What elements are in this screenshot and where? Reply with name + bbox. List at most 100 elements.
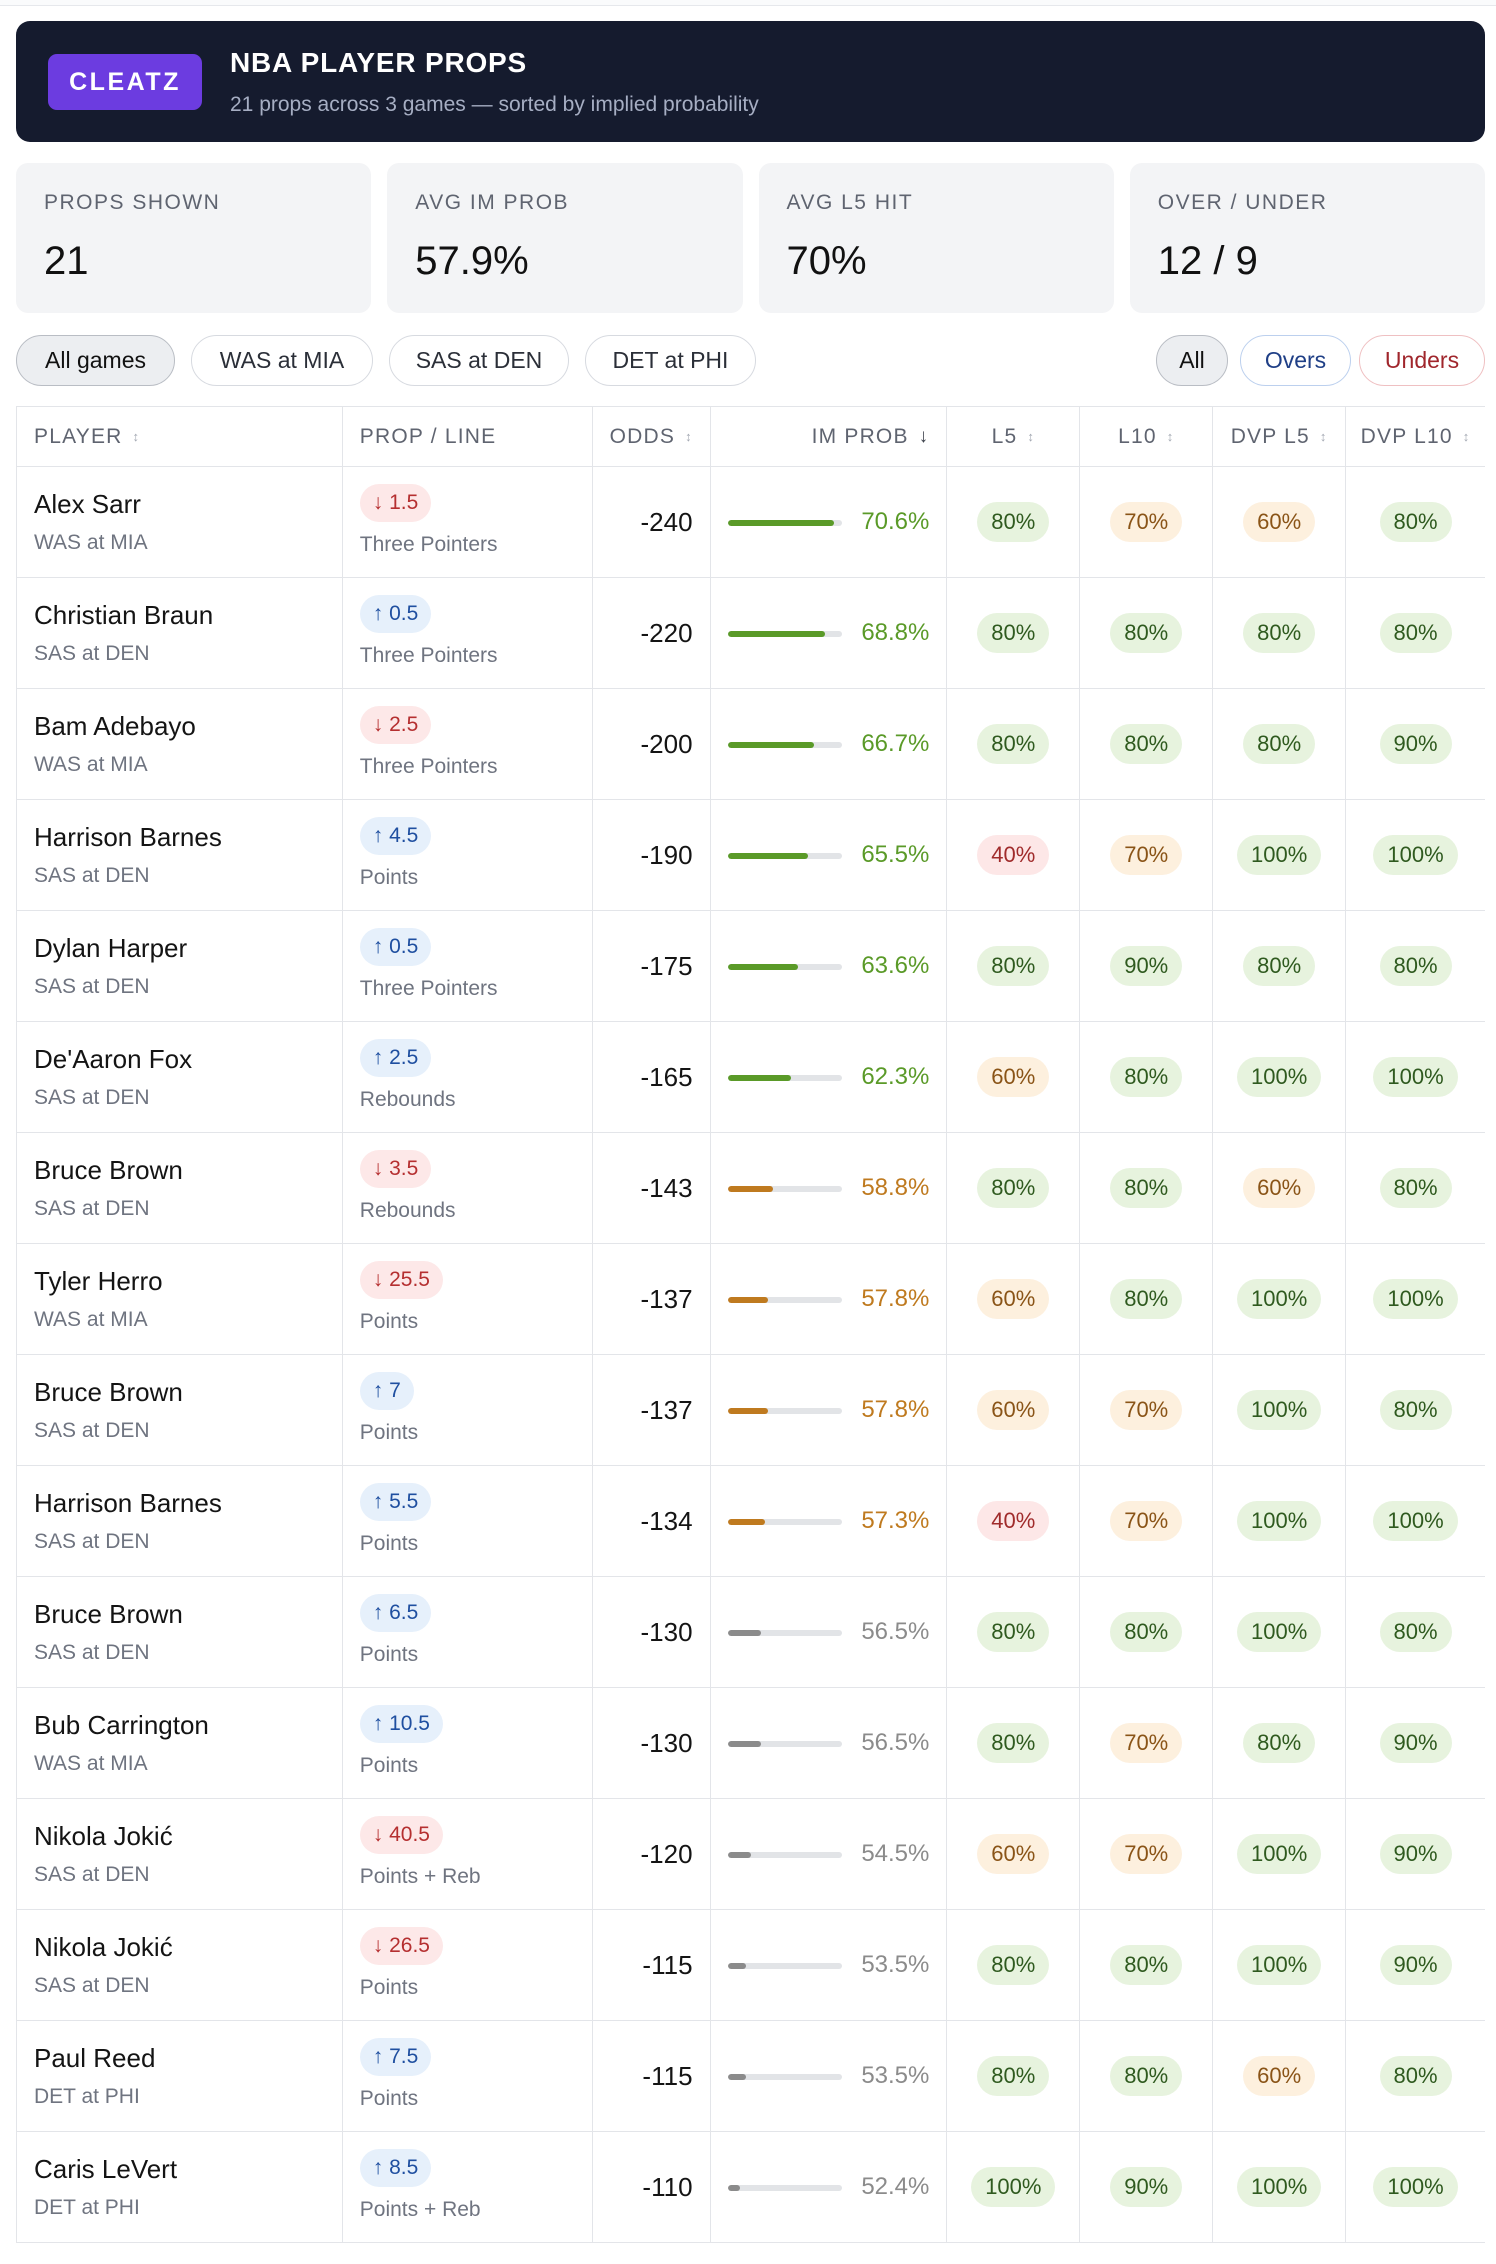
column-header-odds[interactable]: ODDS ↕ [593, 407, 711, 466]
l5-hit-pill: 60% [977, 1057, 1050, 1097]
page-title: NBA PLAYER PROPS [230, 47, 528, 78]
odds-cell: -115 [593, 1910, 711, 2020]
player-name[interactable]: Nikola Jokić [34, 1821, 173, 1851]
l5-hit-pill: 40% [977, 1501, 1050, 1541]
player-cell: Nikola Jokić SAS at DEN [17, 1799, 343, 1909]
dvp-l5-cell: 60% [1213, 467, 1347, 577]
l10-cell: 80% [1080, 1133, 1214, 1243]
player-name[interactable]: Bruce Brown [34, 1599, 183, 1629]
table-row[interactable]: Nikola Jokić SAS at DEN ↓ 26.5 Points -1… [17, 1910, 1485, 2021]
odds-cell: -137 [593, 1355, 711, 1465]
player-name[interactable]: Harrison Barnes [34, 822, 222, 852]
player-name[interactable]: Bam Adebayo [34, 711, 196, 741]
table-row[interactable]: Tyler Herro WAS at MIA ↓ 25.5 Points -13… [17, 1244, 1485, 1355]
dvp-l10-pill: 90% [1379, 1834, 1452, 1874]
dvp-l5-pill: 100% [1237, 1612, 1322, 1652]
column-header-l5[interactable]: L5 ↕ [947, 407, 1081, 466]
table-row[interactable]: Harrison Barnes SAS at DEN ↑ 5.5 Points … [17, 1466, 1485, 1577]
dvp-l10-pill: 100% [1373, 1501, 1458, 1541]
table-row[interactable]: Bruce Brown SAS at DEN ↑ 6.5 Points -130… [17, 1577, 1485, 1688]
table-row[interactable]: De'Aaron Fox SAS at DEN ↑ 2.5 Rebounds -… [17, 1022, 1485, 1133]
l5-cell: 40% [947, 1466, 1081, 1576]
prob-bar [727, 2185, 842, 2191]
table-row[interactable]: Bam Adebayo WAS at MIA ↓ 2.5 Three Point… [17, 689, 1485, 800]
player-cell: Tyler Herro WAS at MIA [17, 1244, 343, 1354]
prob-bar [727, 1741, 842, 1747]
player-name[interactable]: Tyler Herro [34, 1266, 163, 1296]
dvp-l5-cell: 80% [1213, 578, 1347, 688]
column-header-dvp-l5[interactable]: DVP L5 ↕ [1213, 407, 1347, 466]
table-row[interactable]: Bruce Brown SAS at DEN ↓ 3.5 Rebounds -1… [17, 1133, 1485, 1244]
filter-side-unders[interactable]: Unders [1359, 335, 1485, 386]
odds-cell: -175 [593, 911, 711, 1021]
player-name[interactable]: Paul Reed [34, 2043, 156, 2073]
odds-cell: -143 [593, 1133, 711, 1243]
table-row[interactable]: Bruce Brown SAS at DEN ↑ 7 Points -137 5… [17, 1355, 1485, 1466]
column-header-im-prob[interactable]: IM PROB ↓ [711, 407, 948, 466]
odds-value: -143 [640, 1172, 693, 1203]
stat-value: 12 / 9 [1157, 239, 1258, 283]
column-header-l10[interactable]: L10 ↕ [1080, 407, 1214, 466]
prob-bar [727, 2074, 842, 2080]
prob-bar [727, 1630, 842, 1636]
dvp-l10-cell: 80% [1346, 467, 1485, 577]
prob-bar-fill [727, 1186, 774, 1192]
player-name[interactable]: Bruce Brown [34, 1155, 183, 1185]
table-row[interactable]: Christian Braun SAS at DEN ↑ 0.5 Three P… [17, 578, 1485, 689]
l5-hit-pill: 80% [977, 1168, 1050, 1208]
prob-bar [727, 1297, 842, 1303]
l5-hit-pill: 80% [977, 502, 1050, 542]
column-header-label: IM PROB [811, 424, 909, 448]
prop-stat-type: Rebounds [359, 1199, 456, 1222]
filter-side-overs[interactable]: Overs [1240, 335, 1351, 386]
table-row[interactable]: Nikola Jokić SAS at DEN ↓ 40.5 Points + … [17, 1799, 1485, 1910]
table-row[interactable]: Alex Sarr WAS at MIA ↓ 1.5 Three Pointer… [17, 467, 1485, 578]
stat-value: 21 [44, 239, 89, 283]
player-name[interactable]: Bub Carrington [34, 1710, 209, 1740]
table-row[interactable]: Caris LeVert DET at PHI ↑ 8.5 Points + R… [17, 2132, 1485, 2243]
dvp-l10-pill: 100% [1373, 1057, 1458, 1097]
table-row[interactable]: Bub Carrington WAS at MIA ↑ 10.5 Points … [17, 1688, 1485, 1799]
player-game: SAS at DEN [34, 1641, 150, 1664]
dvp-l10-pill: 80% [1379, 946, 1452, 986]
dvp-l5-pill: 100% [1237, 1057, 1322, 1097]
odds-value: -130 [640, 1616, 693, 1647]
player-name[interactable]: De'Aaron Fox [34, 1044, 193, 1074]
table-row[interactable]: Dylan Harper SAS at DEN ↑ 0.5 Three Poin… [17, 911, 1485, 1022]
filter-game-det-at-phi[interactable]: DET at PHI [585, 335, 756, 386]
prob-bar-fill [727, 1852, 751, 1858]
dvp-l10-pill: 80% [1379, 1390, 1452, 1430]
player-cell: Caris LeVert DET at PHI [17, 2132, 343, 2242]
filter-game-was-at-mia[interactable]: WAS at MIA [191, 335, 373, 386]
prop-stat-type: Points + Reb [359, 2198, 481, 2221]
odds-cell: -200 [593, 689, 711, 799]
player-name[interactable]: Nikola Jokić [34, 1932, 173, 1962]
stat-value: 57.9% [415, 239, 529, 283]
prob-value: 53.5% [861, 1951, 930, 1978]
player-game: SAS at DEN [34, 642, 150, 665]
column-header-dvp-l10[interactable]: DVP L10 ↕ [1346, 407, 1485, 466]
odds-value: -137 [640, 1394, 693, 1425]
table-row[interactable]: Paul Reed DET at PHI ↑ 7.5 Points -115 5… [17, 2021, 1485, 2132]
filter-side-all[interactable]: All [1156, 335, 1228, 386]
player-name[interactable]: Caris LeVert [34, 2154, 178, 2184]
l5-hit-pill: 60% [977, 1279, 1050, 1319]
player-name[interactable]: Alex Sarr [34, 489, 141, 519]
player-name[interactable]: Bruce Brown [34, 1377, 183, 1407]
filter-game-all[interactable]: All games [16, 335, 175, 386]
table-row[interactable]: Harrison Barnes SAS at DEN ↑ 4.5 Points … [17, 800, 1485, 911]
brand-logo[interactable]: CLEATZ [48, 54, 202, 110]
l10-cell: 70% [1080, 1799, 1214, 1909]
prop-stat-type: Three Pointers [359, 977, 498, 1000]
l10-hit-pill: 70% [1110, 1723, 1183, 1763]
player-name[interactable]: Christian Braun [34, 600, 214, 630]
player-cell: Dylan Harper SAS at DEN [17, 911, 343, 1021]
filter-game-sas-at-den[interactable]: SAS at DEN [389, 335, 569, 386]
player-name[interactable]: Dylan Harper [34, 933, 188, 963]
prop-stat-type: Points [359, 2087, 419, 2110]
player-name[interactable]: Harrison Barnes [34, 1488, 222, 1518]
dvp-l5-pill: 60% [1243, 2056, 1316, 2096]
column-header-player[interactable]: PLAYER ↕ [17, 407, 343, 466]
prob-value: 57.8% [861, 1396, 930, 1423]
dvp-l5-cell: 60% [1213, 2021, 1347, 2131]
